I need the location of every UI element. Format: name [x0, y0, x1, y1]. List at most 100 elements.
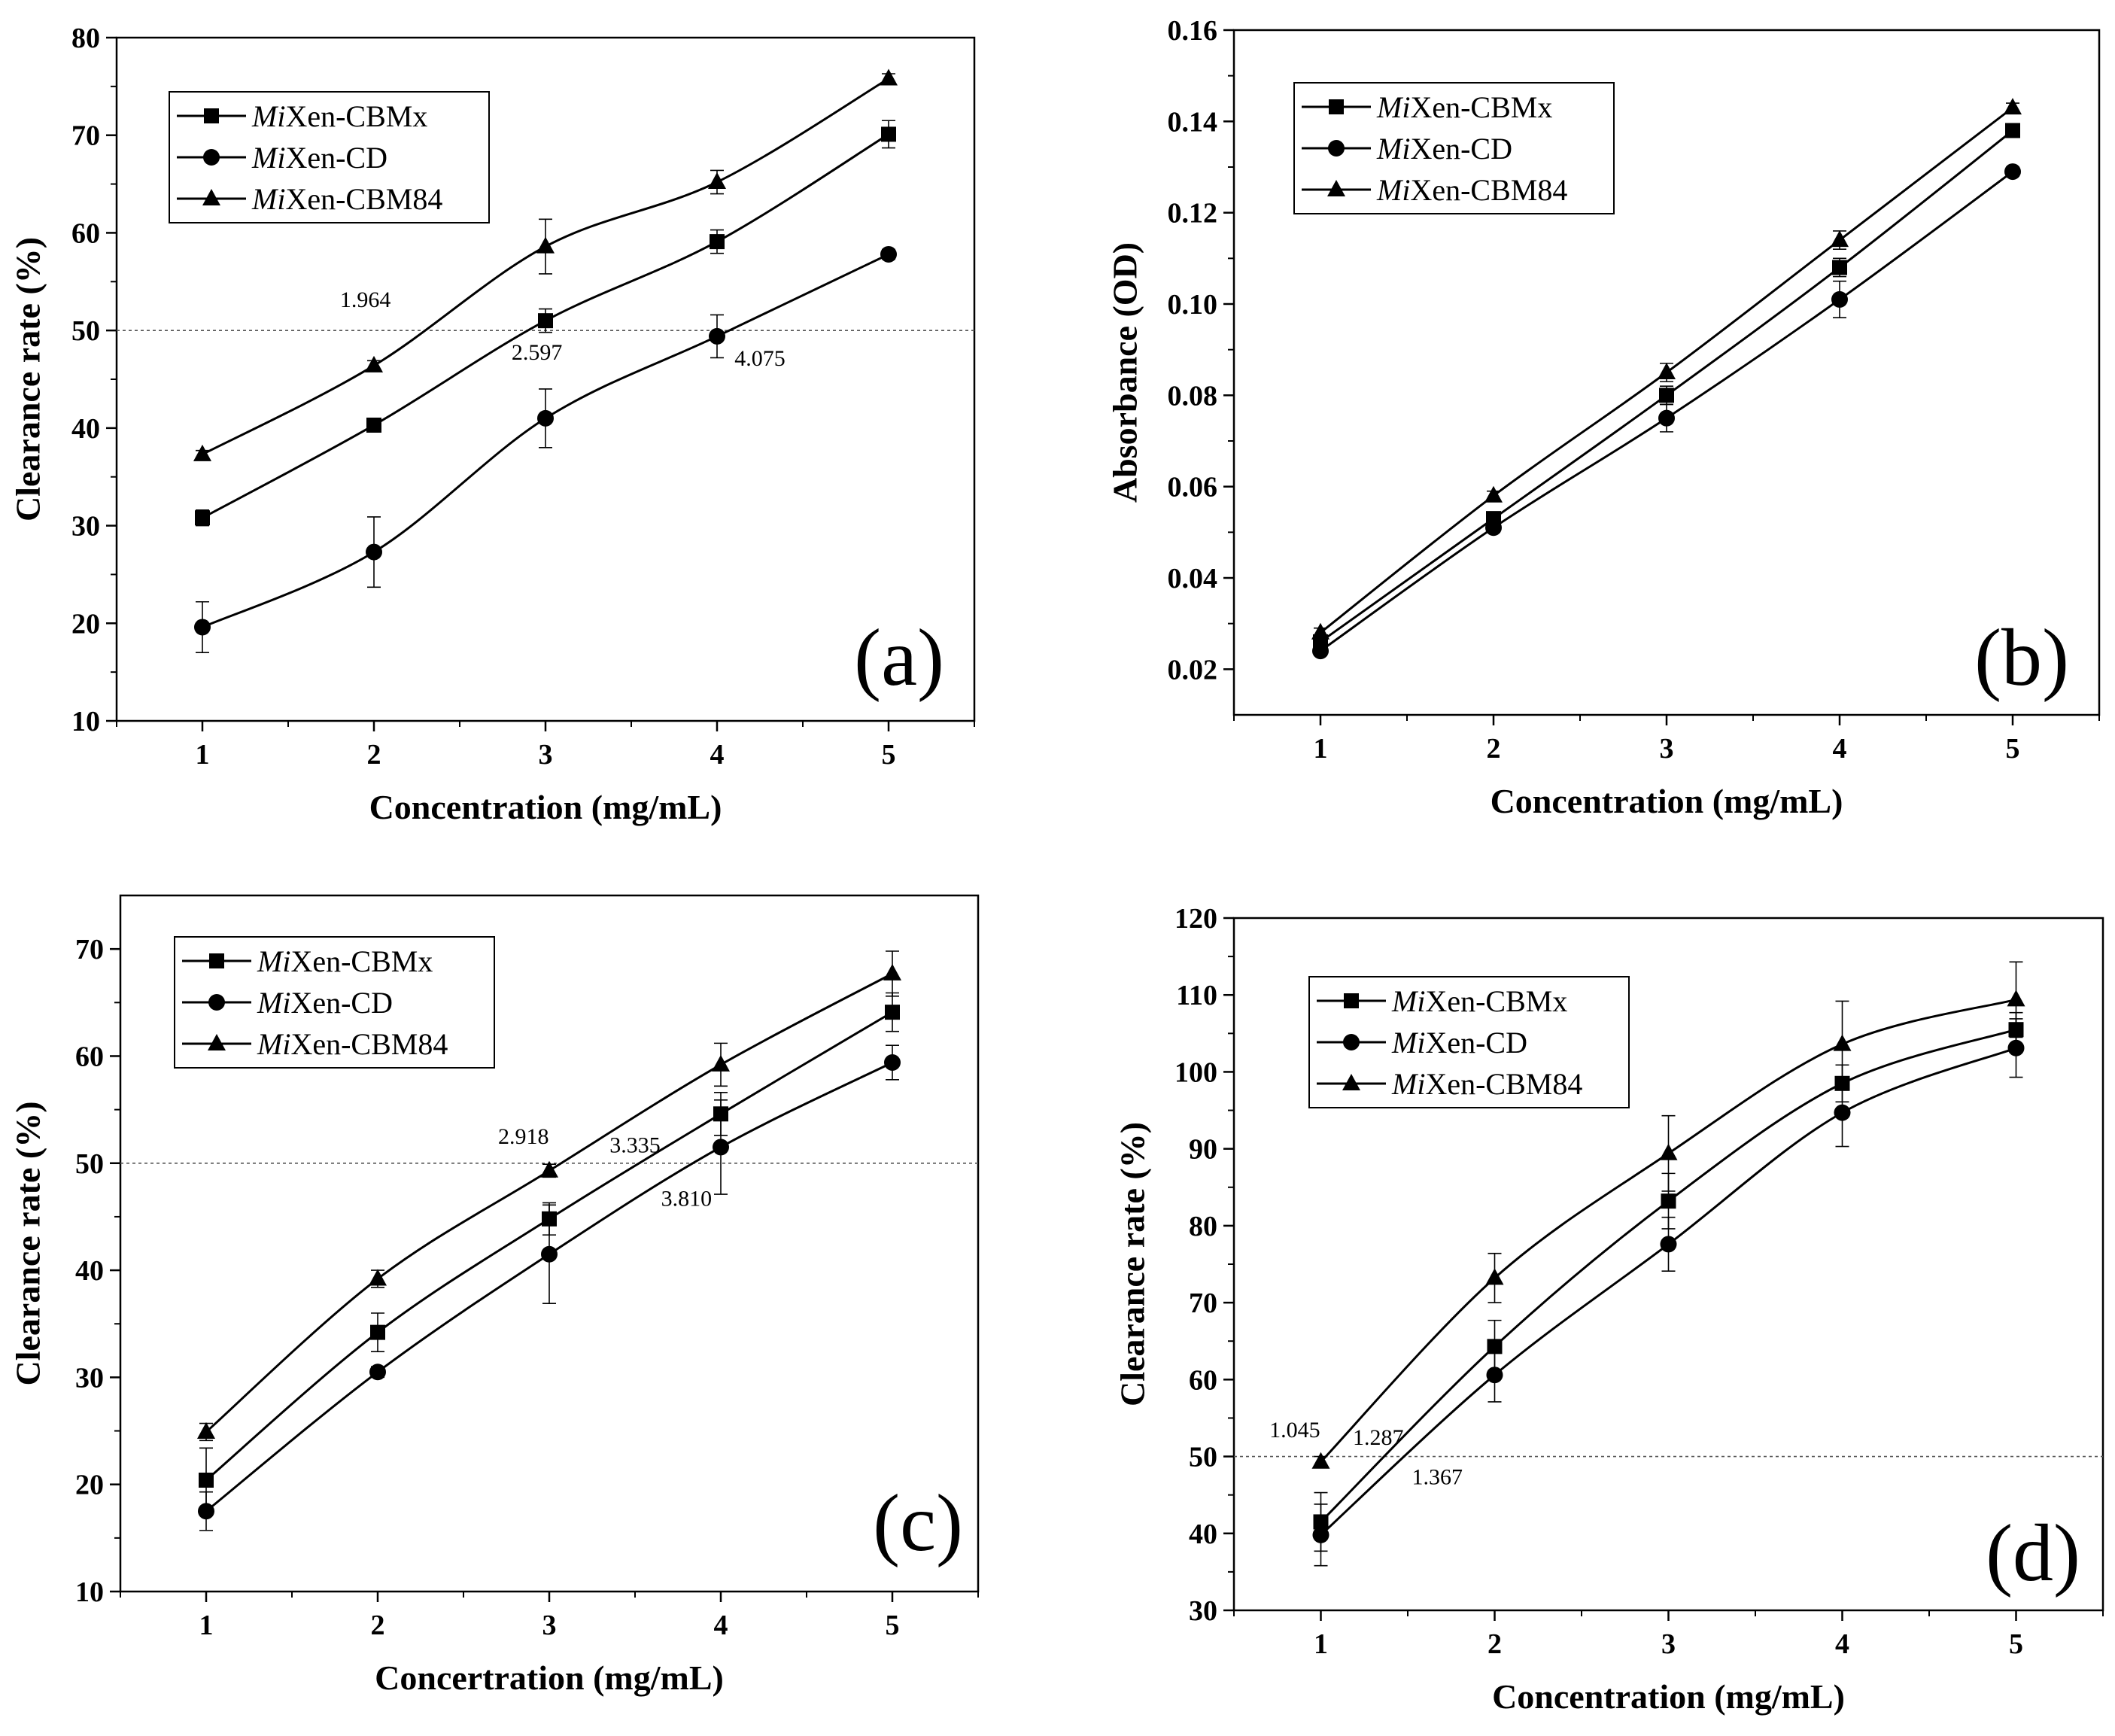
- chart-3: 10 20 30 40 50 60 70 1 2 3 4 5 Concertration (mg/mL)…: [9, 894, 980, 1697]
- chart-4-legend-marker: [1342, 1074, 1360, 1090]
- chart-1-legend-label-suffix: Xen-CBMx: [285, 99, 427, 133]
- chart-3-ytick-label: 70: [75, 934, 104, 965]
- chart-3-ytick-label: 60: [75, 1041, 104, 1072]
- chart-3-ytick-label: 30: [75, 1362, 104, 1394]
- chart-2-y-axis-label: Absorbance (OD): [1106, 242, 1144, 503]
- chart-1-series-CBMx-point: [710, 234, 725, 250]
- chart-3-legend-label-prefix: Mi: [257, 944, 290, 978]
- chart-1-legend-label-prefix: Mi: [251, 182, 285, 216]
- chart-2-ytick-label: 0.14: [1168, 106, 1218, 138]
- chart-4-series-CBMx-point: [1487, 1339, 1503, 1354]
- chart-3-ytick-label: 50: [75, 1148, 104, 1180]
- chart-2-xtick-label: 1: [1314, 733, 1328, 765]
- chart-2-series-CBM84-point: [2004, 98, 2022, 115]
- chart-1-legend-label-prefix: Mi: [251, 99, 285, 133]
- chart-1-series-CBM84-point: [708, 172, 726, 189]
- chart-1-ytick-label: 80: [71, 23, 100, 54]
- chart-2-legend-label: MiXen-CBM84: [1376, 173, 1567, 207]
- chart-1-xtick-label: 2: [367, 739, 381, 771]
- chart-4-ytick-label: 120: [1174, 903, 1217, 935]
- chart-3-series-CBM84-point: [197, 1421, 215, 1439]
- chart-1-ytick-label: 40: [71, 413, 100, 445]
- chart-2-ytick-label: 0.04: [1168, 563, 1218, 594]
- chart-2-legend-label: MiXen-CBMx: [1376, 90, 1552, 124]
- chart-1-legend-label-suffix: Xen-CD: [285, 141, 387, 175]
- chart-2-series-CD: [1312, 163, 2021, 660]
- chart-2-legend-label-suffix: Xen-CD: [1410, 132, 1512, 166]
- chart-2-legend-label-prefix: Mi: [1376, 173, 1410, 207]
- chart-1-series-CBMx-point: [195, 510, 210, 526]
- chart-1-series-CBMx-point: [366, 417, 381, 433]
- chart-1-ytick-label: 50: [71, 315, 100, 347]
- chart-4-series-CBMx-line: [1320, 1028, 2016, 1523]
- chart-1-legend-label: MiXen-CBM84: [251, 182, 442, 216]
- chart-4-legend-frame: [1308, 976, 1630, 1108]
- chart-2-ytick-label: 0.16: [1168, 15, 1218, 47]
- chart-2-legend-marker: [1327, 180, 1345, 196]
- chart-1-xtick-label: 4: [710, 739, 725, 771]
- chart-3-series-CD-point: [198, 1503, 214, 1520]
- chart-2-ytick-label: 0.10: [1168, 289, 1218, 321]
- chart-3-series-CBM84-point: [883, 963, 901, 980]
- chart-3-series-CBMx-point: [199, 1473, 214, 1488]
- chart-3-legend-label: MiXen-CD: [257, 986, 393, 1020]
- chart-3-legend-label-prefix: Mi: [257, 986, 290, 1020]
- chart-1-legend-label-suffix: Xen-CBM84: [285, 182, 442, 216]
- chart-3-xtick-label: 5: [886, 1610, 900, 1641]
- chart-2-legend-label: MiXen-CD: [1376, 132, 1512, 166]
- chart-2-ytick-label: 0.02: [1168, 654, 1218, 686]
- chart-2-legend-label-suffix: Xen-CBMx: [1410, 90, 1552, 124]
- chart-2-xtick-label: 4: [1833, 733, 1847, 765]
- chart-4-x-axis-label: Concentration (mg/mL): [1492, 1677, 1845, 1716]
- chart-1-legend-label-prefix: Mi: [251, 141, 285, 175]
- chart-3-annotation: 2.918: [498, 1124, 549, 1149]
- chart-1-legend-label: MiXen-CD: [251, 141, 387, 175]
- chart-3-series-CBM84-point: [540, 1160, 558, 1178]
- chart-3-xtick-label: 3: [542, 1610, 557, 1641]
- chart-4-ytick-label: 60: [1189, 1364, 1217, 1396]
- chart-3-series-CBMx-point: [885, 1005, 900, 1020]
- chart-1-x-axis-label: Concentration (mg/mL): [369, 788, 722, 826]
- chart-1-series-CD: [194, 245, 897, 654]
- chart-1-xtick-label: 1: [196, 739, 210, 771]
- chart-2-xtick-label: 3: [1660, 733, 1674, 765]
- chart-3-legend-label: MiXen-CBM84: [257, 1027, 448, 1061]
- chart-4-panel-tag: (d): [1986, 1509, 2080, 1598]
- chart-3-legend-label-suffix: Xen-CBM84: [290, 1027, 448, 1061]
- chart-4-legend-label-suffix: Xen-CBMx: [1425, 984, 1567, 1018]
- chart-1-series-CD-point: [194, 619, 211, 636]
- chart-2-ytick-label: 0.06: [1168, 472, 1218, 503]
- chart-1-xtick-label: 3: [539, 739, 553, 771]
- chart-2-series-CBM84-point: [1484, 485, 1503, 503]
- chart-2-ytick-label: 0.08: [1168, 380, 1218, 412]
- chart-4-ytick-label: 80: [1189, 1211, 1217, 1242]
- chart-4-y-axis-label: Clearance rate (%): [1114, 1122, 1152, 1406]
- chart-3-ytick-label: 20: [75, 1470, 104, 1501]
- chart-2-legend-marker: [1329, 99, 1344, 114]
- chart-1-annotation: 2.597: [512, 340, 563, 365]
- chart-1-legend-marker: [204, 108, 219, 123]
- chart-1-ytick-label: 30: [71, 511, 100, 543]
- chart-2-series-CD-point: [2004, 163, 2021, 181]
- chart-3-annotation: 3.335: [609, 1133, 661, 1158]
- chart-3-xtick-label: 4: [714, 1610, 728, 1641]
- chart-1-series-CD-point: [366, 543, 382, 561]
- chart-3-series-CD-point: [541, 1245, 558, 1263]
- chart-4-series-CBM84-point: [1833, 1034, 1852, 1051]
- chart-4-series-CD-point: [1486, 1367, 1503, 1384]
- chart-3-series-CD-point: [713, 1139, 729, 1156]
- chart-2-legend-label-prefix: Mi: [1376, 90, 1410, 124]
- chart-1-series-CBM84-point: [536, 236, 555, 254]
- chart-1-legend-marker: [203, 149, 220, 166]
- chart-4-legend-label-suffix: Xen-CBM84: [1425, 1067, 1582, 1101]
- chart-3-legend-label-suffix: Xen-CD: [290, 986, 393, 1020]
- chart-2-series-CBM84: [1311, 98, 2022, 640]
- chart-4-series-CD: [1312, 1018, 2025, 1567]
- chart-2-series-CBM84-point: [1311, 622, 1329, 640]
- chart-3-y-axis-label: Clearance rate (%): [9, 1101, 47, 1385]
- chart-4-annotation: 1.287: [1353, 1425, 1404, 1450]
- chart-3-series-CBMx-point: [370, 1324, 385, 1340]
